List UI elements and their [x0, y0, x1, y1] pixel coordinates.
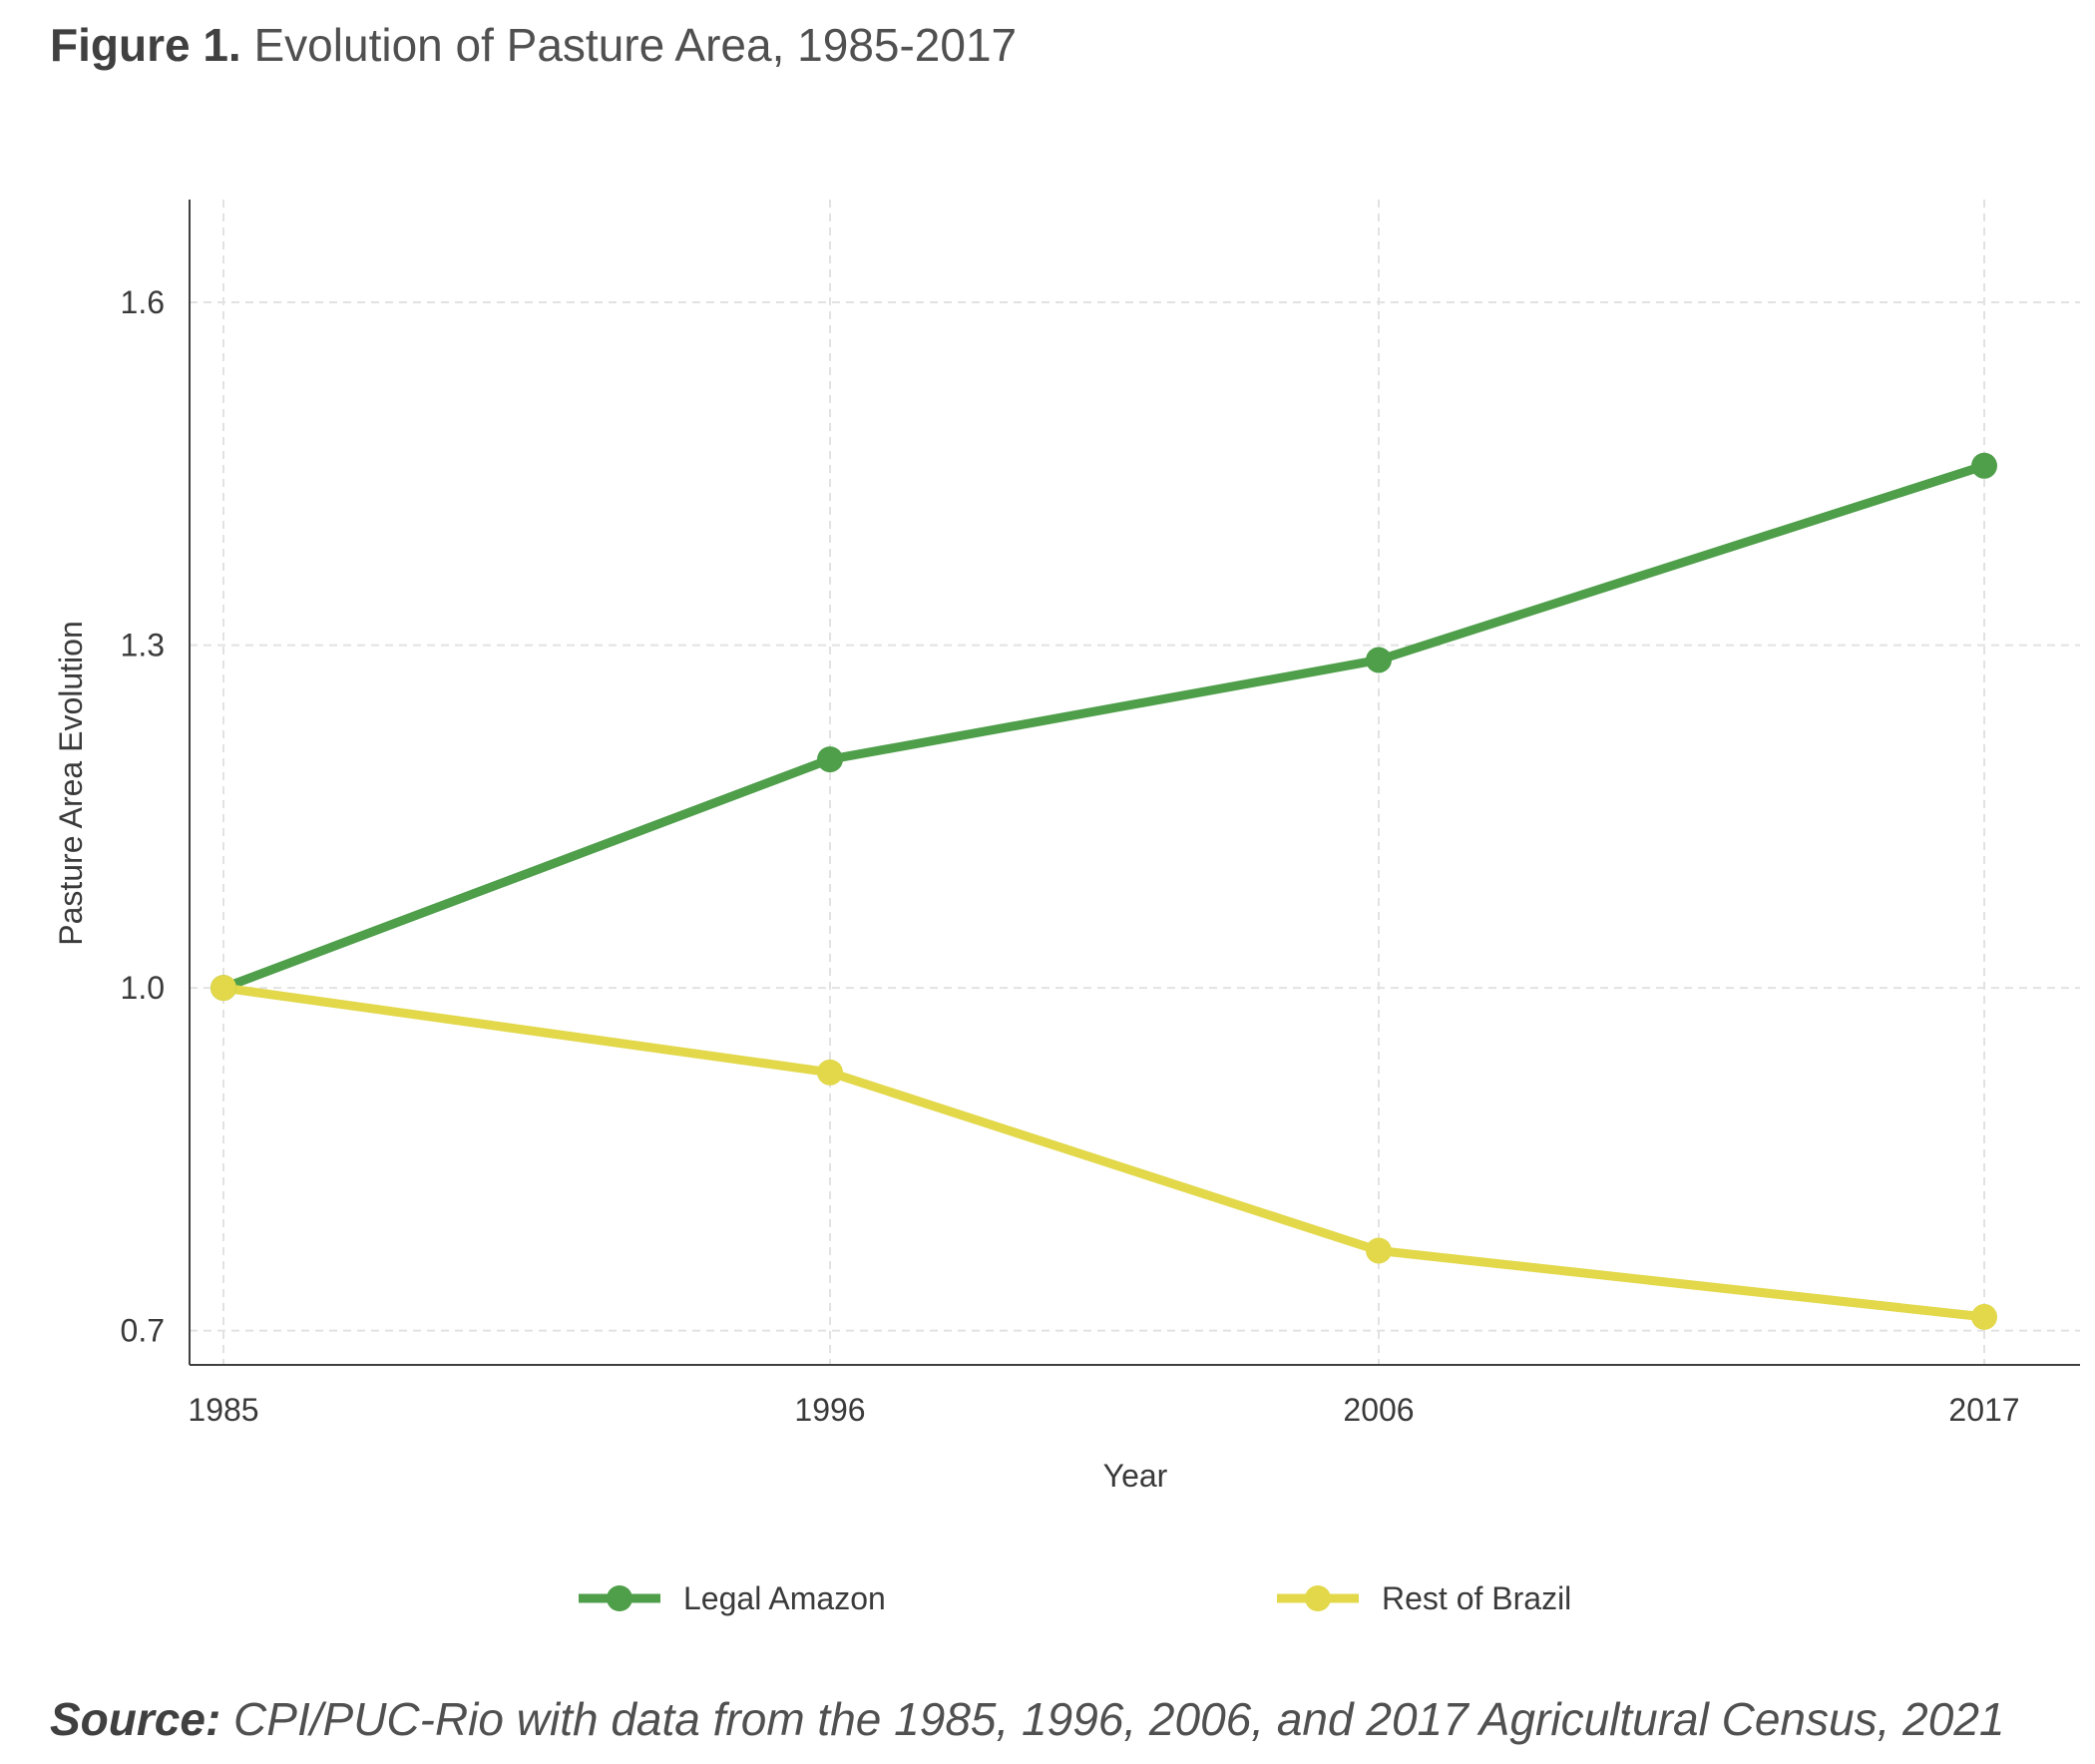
data-point: [817, 1059, 843, 1086]
y-tick-label: 1.3: [121, 628, 165, 663]
data-point: [817, 746, 843, 773]
x-tick-label: 1985: [188, 1392, 258, 1428]
x-tick-label: 1996: [794, 1392, 865, 1428]
y-tick-labels: 0.7 1.0 1.3 1.6: [121, 284, 165, 1349]
figure-label: Figure 1.: [50, 19, 241, 71]
source-note: Source: CPI/PUC-Rio with data from the 1…: [50, 1692, 2005, 1746]
y-tick-label: 1.6: [121, 284, 165, 320]
data-point: [1971, 1303, 1997, 1330]
series-line-1: [218, 983, 1989, 1322]
legend: Legal Amazon Rest of Brazil: [579, 1580, 1571, 1616]
x-tick-labels: 1985 1996 2006 2017: [188, 1392, 2019, 1428]
legend-label: Legal Amazon: [683, 1580, 886, 1616]
y-tick-label: 1.0: [121, 970, 165, 1006]
x-tick-label: 2006: [1343, 1392, 1414, 1428]
legend-marker: [607, 1585, 632, 1611]
x-tick-label: 2017: [1948, 1392, 2019, 1428]
y-axis-title: Pasture Area Evolution: [53, 621, 89, 946]
legend-label: Rest of Brazil: [1382, 1580, 1571, 1616]
y-tick-label: 0.7: [121, 1313, 165, 1349]
data-point: [1366, 1237, 1392, 1264]
data-point: [210, 975, 236, 1002]
data-point: [1971, 452, 1997, 479]
legend-marker: [1305, 1585, 1331, 1611]
series-line-0: [218, 461, 1989, 993]
figure-title: Figure 1. Evolution of Pasture Area, 198…: [50, 18, 1017, 72]
source-label: Source:: [50, 1693, 221, 1745]
figure-title-text: Evolution of Pasture Area, 1985-2017: [240, 19, 1018, 71]
source-text: CPI/PUC-Rio with data from the 1985, 199…: [220, 1693, 2005, 1745]
series-group: [210, 452, 1997, 1330]
x-axis-title: Year: [1103, 1458, 1168, 1494]
data-point: [1366, 647, 1392, 673]
grid: [190, 200, 2080, 1365]
